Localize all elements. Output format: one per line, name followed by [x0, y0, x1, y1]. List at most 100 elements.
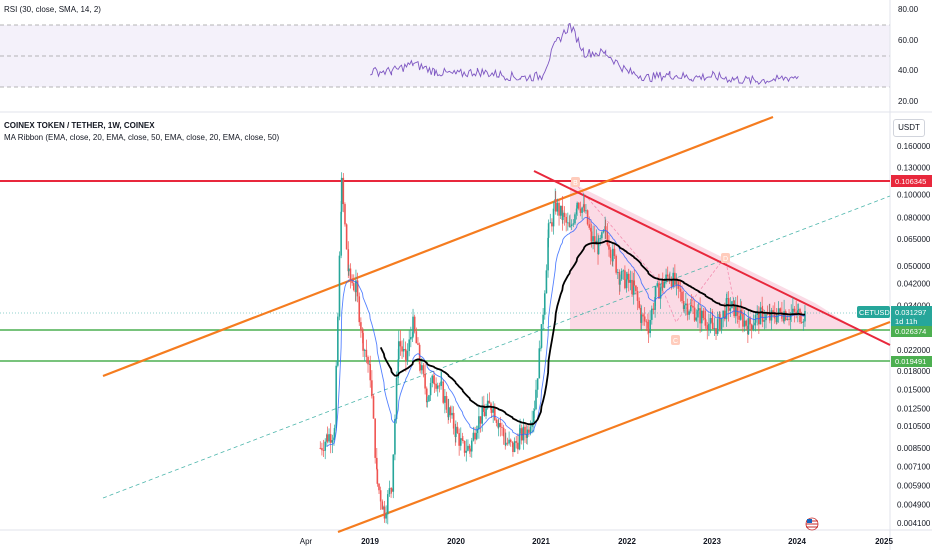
candle-body: [606, 231, 609, 245]
price-tick: 0.042000: [897, 280, 931, 289]
candle-body: [449, 407, 452, 416]
candle-body: [388, 488, 391, 495]
candle-body: [492, 407, 494, 413]
candle-body: [563, 212, 566, 217]
candle-body: [725, 298, 728, 320]
ema-long-line: [379, 240, 806, 426]
time-tick-2020: 2020: [447, 537, 465, 546]
candle-body: [772, 310, 774, 312]
pattern-label-b-box: [571, 177, 580, 187]
time-tick-apr: Apr: [300, 537, 313, 546]
pattern-label-d-box: [721, 253, 730, 263]
candle-body: [569, 226, 571, 227]
candle-body: [761, 307, 763, 309]
candle-body: [642, 314, 644, 317]
support-1-tag-box: [891, 326, 932, 337]
candle-body: [797, 310, 799, 315]
price-tick: 0.065000: [897, 235, 931, 244]
candle-body: [515, 441, 518, 443]
time-tick-2023: 2023: [703, 537, 721, 546]
candle-body: [429, 383, 432, 396]
candle-body: [689, 305, 692, 312]
candle-body: [435, 383, 437, 389]
candle-body: [702, 310, 705, 319]
candle-body: [708, 323, 710, 331]
candle-body: [438, 385, 441, 387]
candle-body: [381, 501, 384, 510]
candle-body: [338, 255, 341, 317]
candle-body: [536, 378, 539, 390]
candle-body: [337, 316, 339, 366]
candle-body: [415, 331, 418, 344]
candle-body: [405, 349, 407, 362]
candle-body: [371, 380, 373, 397]
candle-body: [659, 287, 662, 299]
candle-body: [347, 249, 350, 272]
candle-body: [421, 365, 423, 371]
candle-body: [738, 315, 740, 320]
candle-body: [436, 385, 439, 389]
candle-body: [508, 439, 510, 444]
time-tick-2022: 2022: [618, 537, 636, 546]
candle-body: [565, 216, 567, 223]
candle-body: [475, 433, 478, 440]
candle-body: [612, 248, 614, 262]
candle-body: [524, 426, 526, 435]
candle-body: [556, 202, 559, 212]
candle-body: [413, 316, 416, 332]
candle-body: [410, 337, 412, 340]
candle-body: [568, 222, 571, 227]
candle-body: [695, 317, 698, 321]
candle-body: [656, 283, 659, 287]
candle-body: [426, 401, 429, 403]
candle-body: [726, 298, 728, 299]
candle-body: [378, 483, 380, 491]
candle-body: [467, 445, 469, 451]
candle-body: [488, 400, 491, 404]
channel-upper-line: [102, 115, 774, 378]
candle-body: [788, 319, 790, 320]
candle-body: [329, 434, 332, 443]
candle-body: [440, 381, 443, 383]
candle-body: [722, 310, 724, 318]
candle-body: [622, 270, 625, 272]
candle-body: [502, 427, 505, 437]
candle-body: [369, 364, 372, 381]
candle-body: [455, 426, 457, 437]
candle-body: [661, 279, 664, 288]
candle-body: [363, 349, 366, 351]
candle-body: [640, 314, 643, 323]
candle-body: [793, 308, 796, 312]
candle-body: [440, 381, 442, 386]
countdown-tag: 1d 11h: [895, 317, 917, 326]
candle-body: [372, 396, 375, 419]
candle-body: [716, 319, 719, 334]
candle-body: [433, 383, 436, 385]
candle-body: [543, 293, 546, 315]
candle-body: [319, 447, 322, 449]
candle-body: [670, 278, 673, 287]
candle-body: [773, 311, 776, 319]
candle-body: [512, 442, 514, 452]
us-flag-icon[interactable]: [805, 517, 819, 531]
candle-body: [693, 307, 696, 321]
candle-body: [447, 407, 450, 418]
candle-body: [385, 514, 387, 519]
candle-body: [570, 224, 573, 227]
candle-body: [517, 442, 519, 450]
candle-body: [750, 324, 753, 330]
currency-button[interactable]: USDT: [893, 119, 925, 137]
price-tick: 0.160000: [897, 142, 931, 151]
indicator-subtitle: MA Ribbon (EMA, close, 20, EMA, close, 5…: [4, 133, 280, 142]
candle-body: [376, 457, 378, 470]
candle-body: [626, 273, 628, 280]
price-tick: 0.012500: [897, 404, 931, 413]
candle-body: [574, 214, 576, 224]
candle-body: [747, 318, 750, 335]
candle-body: [675, 278, 678, 285]
candle-body: [604, 226, 607, 232]
candle-body: [665, 274, 667, 282]
candle-body: [376, 469, 379, 484]
